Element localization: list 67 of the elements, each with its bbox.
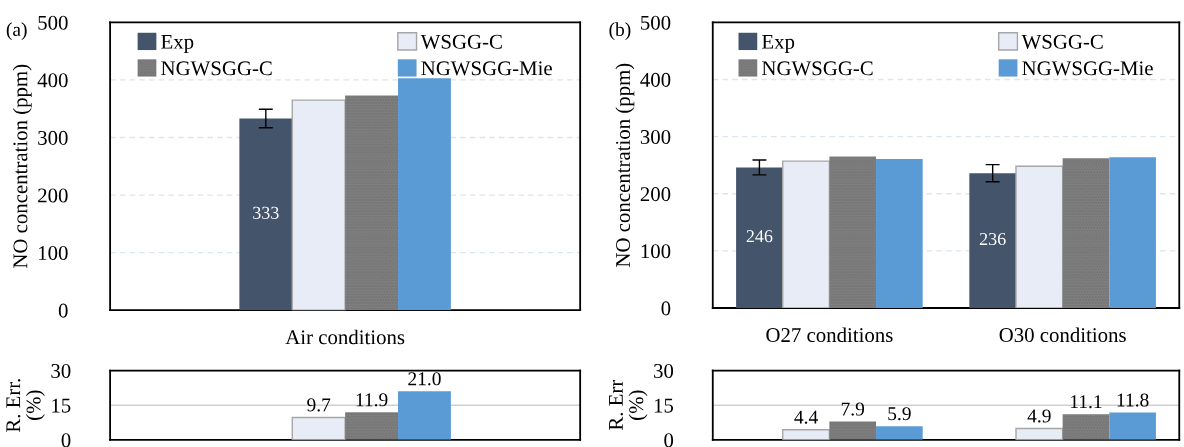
bar [291, 416, 346, 440]
legend-label: WSGG-C [1021, 34, 1103, 49]
bar [1062, 414, 1110, 440]
text: (a) [6, 22, 27, 40]
y-tick-label: 30 [654, 363, 674, 378]
legend-label: NGWSGG-Mie [421, 61, 552, 76]
legend-label: NGWSGG-C [762, 61, 873, 76]
data-label: 11.1 [1071, 395, 1102, 409]
bar [291, 99, 346, 311]
bar [969, 173, 1016, 308]
bar [398, 391, 451, 440]
bar [1109, 157, 1156, 308]
data-label: 11.9 [356, 393, 388, 407]
data-label: 7.9 [841, 402, 865, 416]
y-tick-label: 30 [51, 363, 71, 378]
data-label: 11.8 [1117, 393, 1149, 407]
bar [1015, 165, 1064, 308]
y-axis-title: R. Err. (%) [6, 379, 45, 433]
y-tick-label: 15 [52, 398, 71, 413]
bar [239, 118, 293, 311]
y-tick-label: 300 [640, 129, 671, 145]
legend-label: Exp [161, 34, 194, 54]
bar [876, 158, 923, 308]
legend-label: NGWSGG-Mie [1022, 61, 1153, 76]
y-tick-label: 0 [58, 303, 68, 318]
legend-label: NGWSGG-C [161, 61, 272, 76]
y-tick-label: 300 [38, 130, 68, 145]
data-label: 9.7 [307, 398, 331, 412]
y-tick-label: 400 [37, 73, 68, 88]
x-tick-label: O27 conditions [766, 327, 893, 343]
y-tick-label: 100 [39, 246, 68, 261]
y-tick-label: 15 [654, 398, 674, 413]
legend-label: Exp [762, 34, 795, 54]
y-tick-label: 0 [61, 433, 71, 447]
y-axis-title: R. Err (%) [609, 379, 648, 431]
legend-label: WSGG-C [420, 34, 502, 49]
data-label: 21.0 [408, 372, 441, 386]
x-tick-label: Air conditions [285, 329, 405, 345]
y-axis-title: NO concentration (ppm) [615, 63, 635, 267]
data-label: 236 [979, 232, 1006, 246]
x-tick-label: O30 conditions [999, 327, 1126, 343]
y-tick-label: 200 [38, 188, 68, 203]
data-label: 4.9 [1027, 409, 1051, 423]
y-tick-label: 500 [38, 15, 68, 30]
bar [1015, 427, 1064, 440]
data-label: 333 [253, 206, 279, 219]
y-tick-label: 0 [661, 301, 671, 316]
bar [876, 426, 923, 440]
bar [736, 167, 783, 308]
bar [782, 160, 831, 308]
y-tick-label: 200 [640, 187, 671, 202]
bar [782, 428, 831, 440]
y-tick-label: 500 [641, 15, 671, 30]
data-label: 5.9 [888, 407, 911, 421]
bar [1109, 412, 1156, 440]
y-axis-title: NO concentration (ppm) [12, 64, 32, 269]
y-tick-label: 0 [664, 433, 674, 447]
bar [345, 412, 399, 440]
y-tick-label: 100 [641, 244, 671, 259]
y-tick-label: 400 [640, 72, 671, 87]
bar [829, 421, 877, 440]
bar [829, 156, 877, 308]
text: (b) [609, 22, 631, 40]
data-label: 4.4 [794, 410, 818, 424]
data-label: 246 [746, 230, 773, 243]
bar [1062, 158, 1110, 308]
bar [345, 95, 399, 311]
